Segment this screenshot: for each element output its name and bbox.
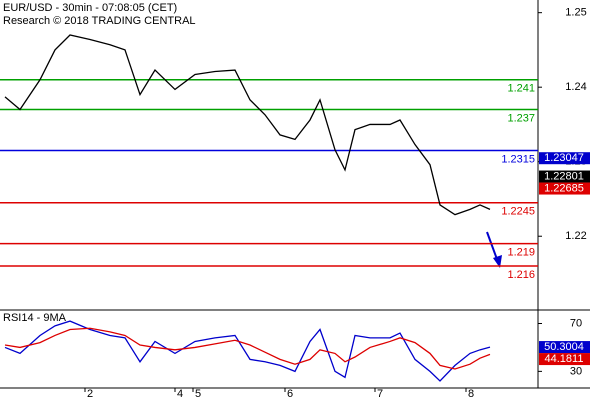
price-tag-label: 44.1811 [545, 353, 584, 365]
rsi-line [4, 320, 491, 382]
x-tick-label: 6 [287, 388, 293, 400]
forecast-arrow-head [493, 255, 502, 268]
level-label: 1.219 [507, 247, 535, 259]
price-tag [539, 353, 590, 366]
y-tick-label: 1.24 [565, 81, 586, 93]
chart-title: EUR/USD - 30min - 07:08:05 (CET) [3, 2, 177, 14]
chart-subtitle: Research © 2018 TRADING CENTRAL [3, 15, 196, 27]
level-label: 1.2245 [501, 206, 535, 218]
level-label: 1.216 [507, 269, 535, 281]
x-tick-label: 2 [87, 388, 93, 400]
price-tag [539, 152, 590, 165]
price-tag-label: 1.22685 [544, 182, 584, 194]
price-tag-label: 1.23047 [544, 152, 584, 164]
y-tick-label: 1.25 [565, 7, 586, 19]
x-tick-label: 8 [468, 388, 474, 400]
x-tick-label: 5 [195, 388, 201, 400]
x-tick-label: 4 [177, 388, 183, 400]
rsi-tick-label: 70 [570, 317, 582, 329]
x-tick-label: 7 [377, 388, 383, 400]
level-label: 1.241 [507, 83, 535, 95]
price-tag-label: 50.3004 [544, 341, 584, 353]
price-tag [539, 182, 590, 195]
price-tag [539, 170, 590, 183]
rsi-tick-label: 30 [570, 365, 582, 377]
level-label: 1.2315 [501, 153, 535, 165]
y-tick-label: 1.22 [565, 230, 586, 242]
price-line [4, 34, 491, 216]
level-label: 1.237 [507, 112, 535, 124]
rsi-line [4, 327, 491, 370]
rsi-title: RSI14 - 9MA [3, 312, 67, 324]
price-tag [539, 341, 590, 354]
price-tag-label: 1.22801 [544, 170, 584, 182]
